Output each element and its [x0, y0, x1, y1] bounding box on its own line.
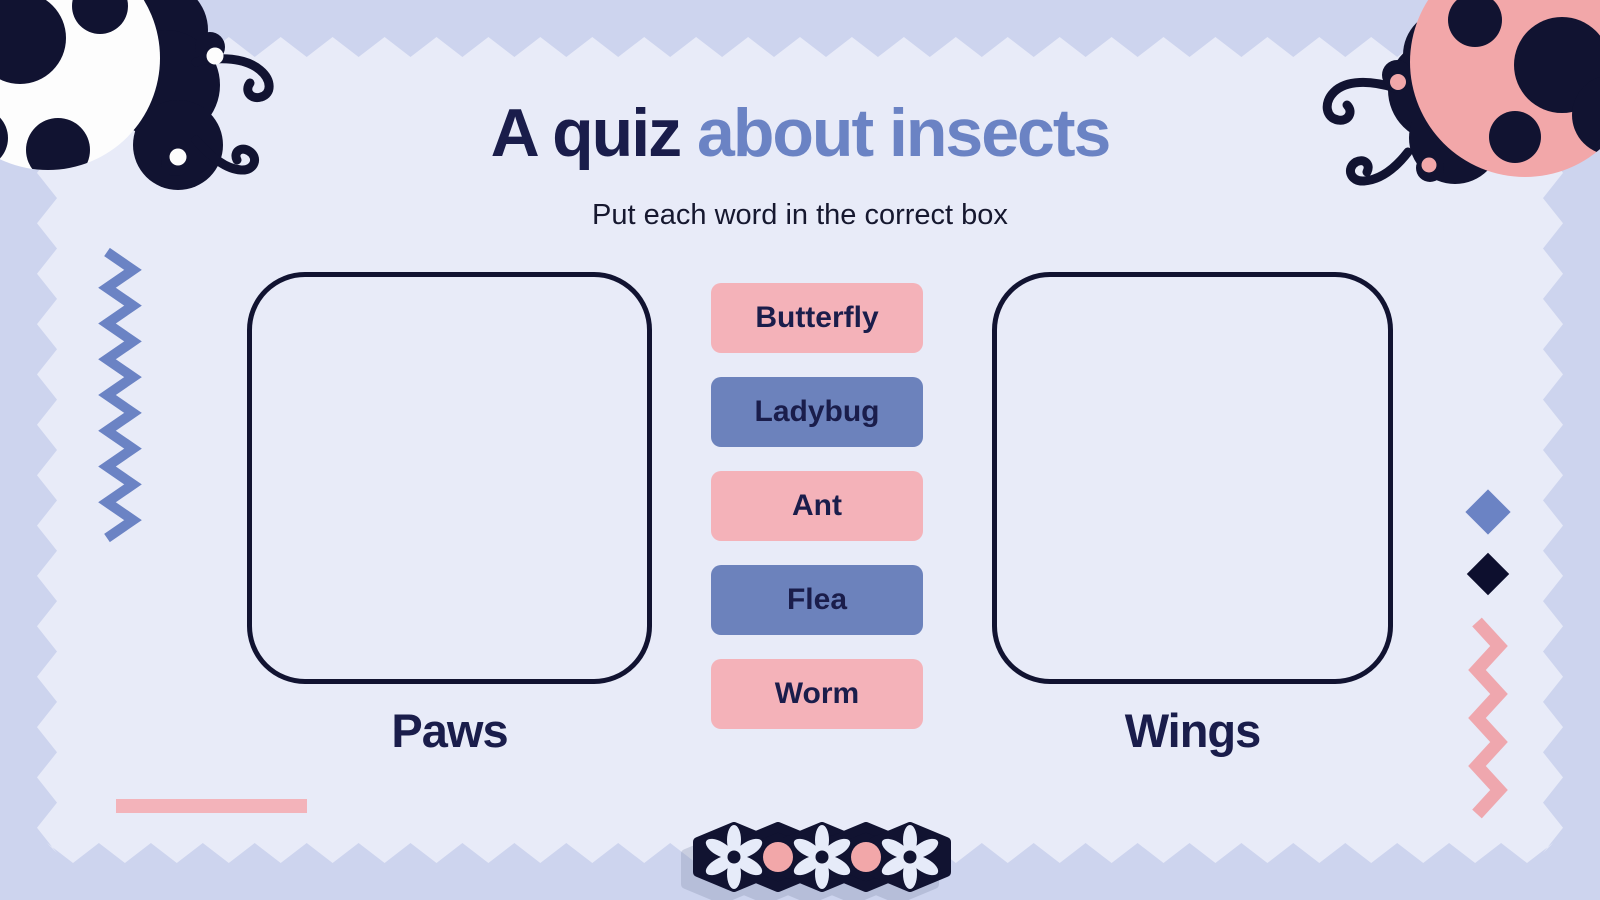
- diamond-blue-icon: [1465, 489, 1511, 535]
- title-rest: about insects: [697, 95, 1111, 171]
- paws-label: Paws: [391, 704, 508, 757]
- word-chip-flea[interactable]: Flea: [711, 565, 923, 635]
- wings-label: Wings: [1124, 704, 1262, 757]
- zigzag-blue-icon: [98, 247, 142, 543]
- diamond-navy-icon: [1466, 552, 1510, 596]
- word-chip-column: Butterfly Ladybug Ant Flea Worm: [711, 283, 923, 729]
- word-chip-ant[interactable]: Ant: [711, 471, 923, 541]
- word-chip-worm[interactable]: Worm: [711, 659, 923, 729]
- word-chip-butterfly[interactable]: Butterfly: [711, 283, 923, 353]
- flower-garland-icon: [693, 822, 951, 892]
- drop-box-paws[interactable]: [247, 272, 652, 684]
- word-chip-ladybug[interactable]: Ladybug: [711, 377, 923, 447]
- subtitle: Put each word in the correct box: [592, 199, 1008, 231]
- diamond-shapes: [1465, 489, 1511, 596]
- pink-line: [116, 799, 307, 813]
- zigzag-pink-icon: [1468, 617, 1508, 819]
- page-title: A quiz about insects: [0, 95, 1600, 171]
- drop-box-wings[interactable]: [992, 272, 1393, 684]
- title-accent: A quiz: [490, 95, 682, 171]
